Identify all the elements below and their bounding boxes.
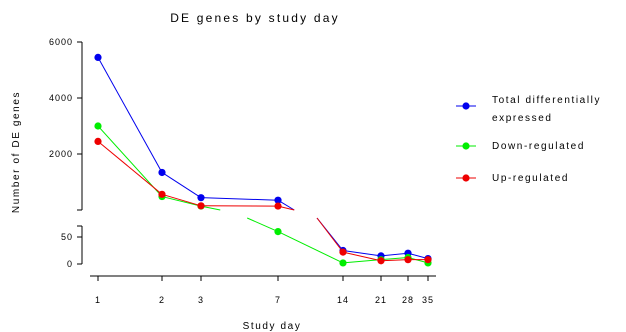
x-tick-label: 21 — [375, 295, 387, 305]
legend-marker — [462, 102, 470, 110]
legend-item: Total differentially expressed — [456, 95, 601, 124]
data-point — [158, 190, 166, 198]
series-segment — [246, 217, 279, 233]
legend: Total differentially expressed Down-regula… — [456, 95, 601, 184]
series-3 — [94, 137, 432, 265]
series-segment — [161, 196, 202, 207]
series-group — [94, 53, 432, 267]
x-tick-label: 2 — [159, 295, 165, 305]
y-tick-label: 2000 — [49, 149, 73, 159]
data-point — [274, 228, 282, 236]
x-tick-label: 3 — [198, 295, 204, 305]
series-segment — [380, 252, 409, 257]
data-point — [197, 194, 205, 202]
data-point — [158, 168, 166, 177]
data-point — [404, 256, 412, 264]
legend-marker — [462, 174, 470, 182]
series-segment — [161, 172, 202, 199]
series-segment — [380, 257, 409, 261]
legend-item: Up-regulated — [456, 173, 569, 184]
y-tick-label: 0 — [67, 259, 73, 269]
data-point — [424, 256, 432, 264]
axes — [77, 42, 436, 277]
legend-label: Up-regulated — [492, 173, 569, 184]
data-point — [94, 53, 102, 62]
data-point — [94, 137, 102, 145]
series-segment — [316, 217, 344, 253]
y-tick-label: 6000 — [49, 37, 73, 47]
data-point — [377, 257, 385, 265]
data-point — [274, 202, 282, 210]
series-segment — [200, 197, 279, 201]
y-axis-label: Number of DE genes — [11, 91, 22, 213]
y-tick-label: 4000 — [49, 93, 73, 103]
series-2 — [94, 122, 432, 267]
series-segment — [161, 193, 202, 207]
series-segment — [380, 259, 409, 262]
series-segment — [342, 251, 382, 262]
legend-label: Down-regulated — [492, 141, 585, 152]
chart-title: DE genes by study day — [170, 11, 340, 25]
x-tick-label: 35 — [422, 295, 434, 305]
x-tick-label: 14 — [337, 295, 349, 305]
legend-label: Total differentially expressed — [492, 95, 601, 124]
data-point — [94, 122, 102, 130]
tick-labels: 6000 4000 2000 50 0 1 2 3 7 14 21 28 35 — [49, 37, 434, 305]
data-point — [197, 202, 205, 210]
series-segment — [342, 259, 382, 264]
x-tick-label: 28 — [402, 295, 414, 305]
x-tick-label: 1 — [95, 295, 101, 305]
data-point — [274, 196, 282, 204]
data-point — [339, 259, 347, 267]
legend-item: Down-regulated — [456, 141, 585, 152]
data-point — [339, 248, 347, 256]
series-segment — [97, 141, 163, 195]
series-segment — [97, 125, 163, 197]
series-segment — [97, 57, 163, 173]
series-1 — [94, 53, 432, 263]
series-segment — [277, 231, 344, 264]
x-axis-label: Study day — [243, 321, 302, 332]
x-tick-label: 7 — [275, 295, 281, 305]
series-segment — [342, 250, 382, 257]
y-tick-label: 50 — [61, 232, 73, 242]
legend-marker — [462, 142, 470, 150]
